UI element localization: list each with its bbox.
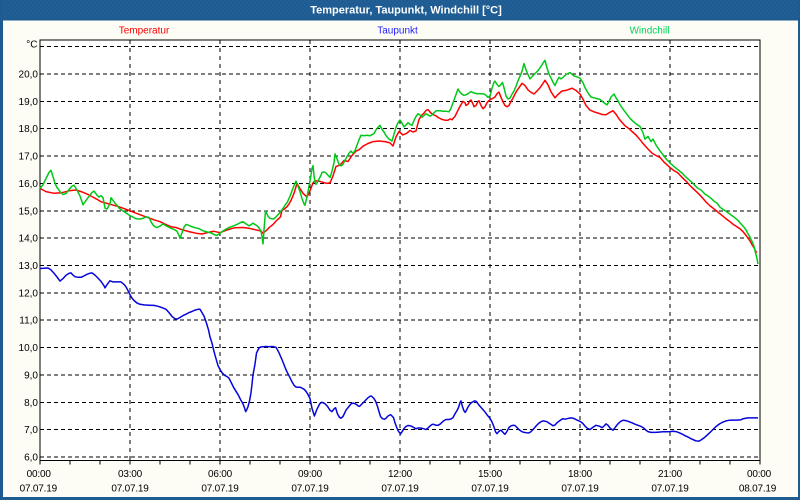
svg-text:21:00: 21:00 [658, 469, 683, 480]
svg-text:8,0: 8,0 [24, 398, 38, 409]
svg-text:9,0: 9,0 [24, 370, 38, 381]
svg-text:07.07.19: 07.07.19 [291, 484, 329, 495]
svg-text:Temperatur: Temperatur [119, 26, 170, 37]
svg-text:15,0: 15,0 [19, 206, 39, 217]
svg-text:12,0: 12,0 [19, 288, 39, 299]
svg-text:08.07.19: 08.07.19 [739, 484, 777, 495]
svg-text:Taupunkt: Taupunkt [377, 26, 418, 37]
svg-text:16,0: 16,0 [19, 179, 39, 190]
svg-text:07.07.19: 07.07.19 [561, 484, 599, 495]
svg-text:°C: °C [26, 40, 37, 51]
svg-text:14,0: 14,0 [19, 234, 39, 245]
svg-text:07.07.19: 07.07.19 [381, 484, 419, 495]
svg-text:09:00: 09:00 [298, 469, 323, 480]
svg-text:12:00: 12:00 [388, 469, 413, 480]
svg-text:07.07.19: 07.07.19 [651, 484, 689, 495]
svg-text:18:00: 18:00 [568, 469, 593, 480]
svg-text:10,0: 10,0 [19, 343, 39, 354]
svg-text:00:00: 00:00 [27, 469, 52, 480]
svg-text:11,0: 11,0 [19, 316, 38, 327]
svg-text:07.07.19: 07.07.19 [471, 484, 509, 495]
svg-text:19,0: 19,0 [19, 97, 39, 108]
svg-text:Windchill: Windchill [629, 26, 669, 37]
svg-text:06:00: 06:00 [208, 469, 233, 480]
svg-text:07.07.19: 07.07.19 [20, 484, 58, 495]
svg-text:6,0: 6,0 [24, 453, 38, 464]
svg-text:20,0: 20,0 [19, 70, 39, 81]
svg-text:03:00: 03:00 [118, 469, 143, 480]
svg-text:07.07.19: 07.07.19 [201, 484, 239, 495]
svg-text:00:00: 00:00 [747, 469, 772, 480]
svg-text:7,0: 7,0 [24, 425, 38, 436]
svg-text:Temperatur, Taupunkt, Windchil: Temperatur, Taupunkt, Windchill [°C] [310, 5, 502, 17]
svg-text:13,0: 13,0 [19, 261, 39, 272]
svg-text:15:00: 15:00 [478, 469, 503, 480]
svg-text:18,0: 18,0 [19, 124, 39, 135]
svg-text:17,0: 17,0 [19, 152, 39, 163]
svg-text:07.07.19: 07.07.19 [111, 484, 149, 495]
